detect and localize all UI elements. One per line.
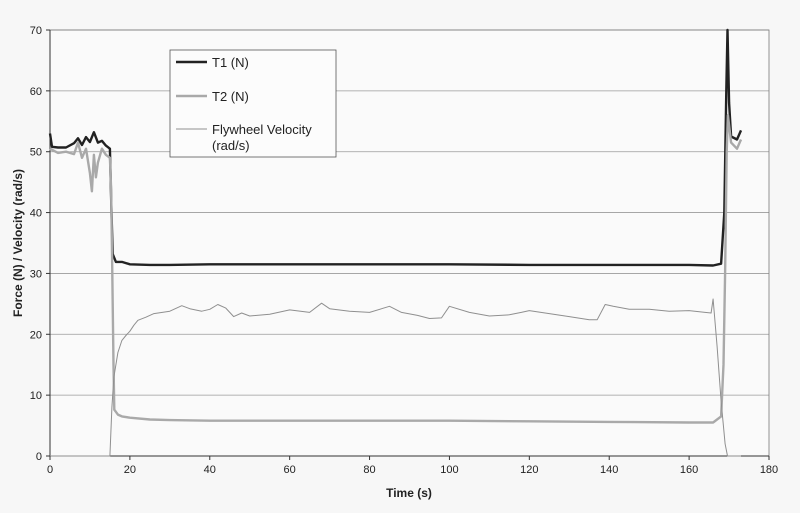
axes <box>49 29 770 457</box>
x-tick-label-160: 160 <box>680 464 698 476</box>
y-axis-title: Force (N) / Velocity (rad/s) <box>11 169 25 317</box>
y-tick-label-70: 70 <box>30 25 42 37</box>
legend-label-t1: T1 (N) <box>212 55 249 70</box>
y-tick-label-40: 40 <box>30 208 42 220</box>
y-tick-label-50: 50 <box>30 147 42 159</box>
x-tick-label-100: 100 <box>440 464 458 476</box>
series-line-t1 <box>48 28 743 267</box>
legend-label-flywheel-line1: Flywheel Velocity <box>212 122 312 137</box>
y-tick-label-60: 60 <box>30 86 42 98</box>
legend-label-flywheel: Flywheel Velocity (rad/s) <box>212 122 315 153</box>
x-tick-label-180: 180 <box>760 464 778 476</box>
legend-box <box>169 49 337 158</box>
y-tick-label-30: 30 <box>30 268 42 280</box>
x-tick-label-140: 140 <box>600 464 618 476</box>
x-tick-label-60: 60 <box>284 464 296 476</box>
x-tick-label-80: 80 <box>363 464 375 476</box>
legend-label-flywheel-line2: (rad/s) <box>212 138 250 153</box>
x-tick-label-0: 0 <box>47 464 53 476</box>
y-tick-label-10: 10 <box>30 390 42 402</box>
x-axis-title: Time (s) <box>386 486 432 500</box>
x-tick-label-20: 20 <box>124 464 136 476</box>
series-line-t2 <box>49 114 743 424</box>
y-tick-label-20: 20 <box>30 329 42 341</box>
series-line-flywheel-velocity <box>50 298 741 457</box>
series-lines <box>48 28 743 457</box>
y-tick-labels: 0 10 20 30 40 50 60 70 <box>30 25 50 463</box>
legend: T1 (N) T2 (N) Flywheel Velocity (rad/s) <box>169 49 337 158</box>
x-tick-label-120: 120 <box>520 464 538 476</box>
legend-label-t2: T2 (N) <box>212 89 249 104</box>
x-tick-label-40: 40 <box>204 464 216 476</box>
y-tick-label-0: 0 <box>36 451 42 463</box>
plot-area <box>50 30 769 456</box>
x-tick-labels: 0 20 40 60 80 100 120 140 160 180 <box>47 456 778 476</box>
